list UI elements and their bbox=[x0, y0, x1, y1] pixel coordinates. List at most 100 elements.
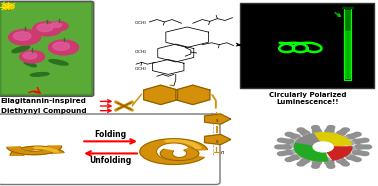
FancyBboxPatch shape bbox=[0, 1, 94, 96]
Text: S: S bbox=[215, 119, 218, 123]
Circle shape bbox=[333, 156, 342, 160]
Circle shape bbox=[352, 150, 361, 155]
Circle shape bbox=[309, 157, 318, 161]
Circle shape bbox=[313, 142, 333, 152]
Circle shape bbox=[37, 24, 53, 32]
Circle shape bbox=[20, 51, 45, 63]
Text: S: S bbox=[215, 140, 218, 144]
Circle shape bbox=[361, 138, 369, 142]
Polygon shape bbox=[144, 85, 178, 105]
Circle shape bbox=[277, 138, 285, 142]
Circle shape bbox=[339, 136, 348, 140]
Circle shape bbox=[48, 40, 79, 55]
Circle shape bbox=[277, 152, 285, 155]
Circle shape bbox=[23, 52, 37, 59]
Circle shape bbox=[327, 127, 334, 131]
Text: Circularly Polarized
Luminescence!!: Circularly Polarized Luminescence!! bbox=[268, 92, 346, 105]
Circle shape bbox=[325, 160, 334, 165]
Circle shape bbox=[33, 22, 62, 36]
Text: ⚡: ⚡ bbox=[2, 1, 6, 6]
Circle shape bbox=[299, 129, 307, 133]
Polygon shape bbox=[344, 10, 350, 78]
Polygon shape bbox=[342, 7, 353, 8]
Circle shape bbox=[281, 139, 289, 143]
Text: OCH$_3$: OCH$_3$ bbox=[134, 48, 148, 56]
Circle shape bbox=[360, 145, 368, 149]
Circle shape bbox=[313, 129, 322, 134]
Circle shape bbox=[301, 131, 310, 135]
Circle shape bbox=[288, 157, 296, 160]
Circle shape bbox=[358, 151, 365, 155]
Circle shape bbox=[291, 134, 300, 139]
Circle shape bbox=[292, 149, 301, 153]
Circle shape bbox=[285, 158, 293, 161]
Circle shape bbox=[342, 162, 349, 166]
Circle shape bbox=[285, 139, 294, 144]
FancyBboxPatch shape bbox=[240, 3, 374, 88]
Circle shape bbox=[336, 131, 345, 135]
Polygon shape bbox=[160, 148, 199, 161]
Circle shape bbox=[353, 158, 361, 161]
Circle shape bbox=[49, 21, 68, 31]
Text: Unfolding: Unfolding bbox=[90, 156, 132, 165]
Circle shape bbox=[322, 157, 330, 161]
Circle shape bbox=[312, 165, 319, 168]
Ellipse shape bbox=[30, 73, 49, 76]
Polygon shape bbox=[344, 8, 351, 80]
Circle shape bbox=[351, 157, 358, 160]
Circle shape bbox=[288, 134, 296, 137]
Circle shape bbox=[9, 29, 40, 45]
Circle shape bbox=[51, 22, 62, 28]
Circle shape bbox=[297, 162, 305, 166]
Polygon shape bbox=[204, 134, 231, 145]
Circle shape bbox=[291, 143, 299, 147]
Circle shape bbox=[329, 133, 337, 137]
Circle shape bbox=[297, 128, 305, 132]
Circle shape bbox=[336, 158, 345, 163]
Circle shape bbox=[312, 163, 320, 167]
Text: OCH$_3$: OCH$_3$ bbox=[134, 20, 148, 27]
Circle shape bbox=[291, 155, 300, 159]
Circle shape bbox=[347, 147, 355, 151]
Circle shape bbox=[299, 161, 307, 164]
Circle shape bbox=[361, 152, 369, 155]
Circle shape bbox=[327, 165, 335, 168]
FancyBboxPatch shape bbox=[0, 114, 220, 185]
Circle shape bbox=[358, 139, 365, 143]
Circle shape bbox=[346, 155, 355, 159]
Circle shape bbox=[313, 160, 322, 165]
Circle shape bbox=[283, 145, 292, 149]
Polygon shape bbox=[34, 147, 59, 152]
Text: OCH$_3$: OCH$_3$ bbox=[134, 65, 148, 73]
Polygon shape bbox=[10, 146, 64, 155]
Wedge shape bbox=[313, 133, 352, 147]
Ellipse shape bbox=[24, 62, 36, 67]
Circle shape bbox=[281, 151, 289, 155]
Circle shape bbox=[346, 141, 354, 145]
Text: Diethynyl Compound: Diethynyl Compound bbox=[1, 108, 87, 114]
Circle shape bbox=[299, 154, 307, 158]
Wedge shape bbox=[296, 134, 323, 147]
Polygon shape bbox=[345, 31, 350, 78]
Circle shape bbox=[327, 126, 335, 129]
Polygon shape bbox=[140, 139, 208, 164]
Text: Ellagitannin-Inspired: Ellagitannin-Inspired bbox=[1, 98, 87, 104]
Text: Folding: Folding bbox=[95, 130, 127, 139]
Circle shape bbox=[327, 163, 334, 167]
Circle shape bbox=[53, 42, 70, 50]
Circle shape bbox=[14, 32, 31, 40]
Wedge shape bbox=[294, 142, 328, 161]
Circle shape bbox=[346, 134, 355, 139]
Circle shape bbox=[2, 4, 14, 9]
Circle shape bbox=[305, 134, 313, 138]
Circle shape bbox=[312, 127, 320, 131]
Polygon shape bbox=[165, 140, 201, 148]
Circle shape bbox=[295, 138, 304, 142]
Circle shape bbox=[275, 145, 282, 149]
Circle shape bbox=[352, 139, 361, 144]
Polygon shape bbox=[204, 114, 231, 124]
Circle shape bbox=[343, 152, 351, 156]
Wedge shape bbox=[323, 147, 352, 160]
Circle shape bbox=[279, 145, 286, 149]
Circle shape bbox=[355, 145, 364, 149]
